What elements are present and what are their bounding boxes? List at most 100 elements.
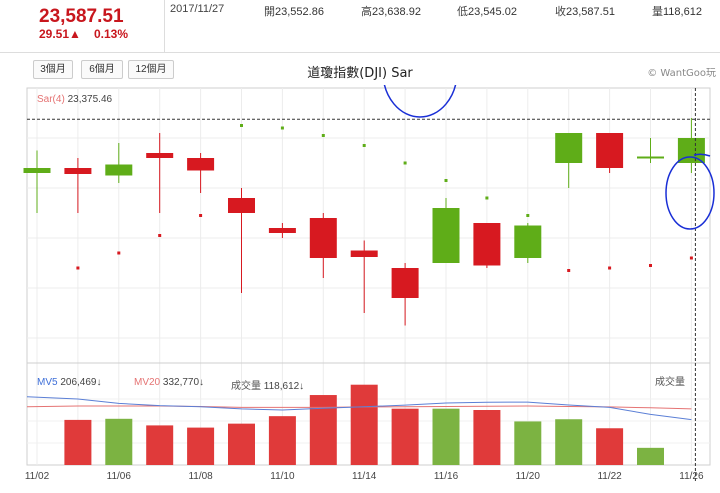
x-tick-label: 11/08 (188, 471, 213, 482)
low-value: 低23,545.02 (457, 6, 517, 18)
x-tick-label: 11/16 (434, 471, 459, 482)
sar-point (485, 196, 489, 200)
volume-bar (637, 447, 664, 465)
x-tick-label: 11/06 (107, 471, 132, 482)
candle-body (350, 250, 378, 257)
candle (309, 213, 337, 278)
sar-legend-label: Sar(4) (37, 94, 65, 105)
volume-bar (187, 427, 215, 465)
candle-body (146, 153, 174, 158)
sar-point (567, 269, 571, 272)
close-value: 收23,587.51 (555, 6, 615, 18)
candle-body (391, 268, 419, 298)
price-change: 29.51▲ (39, 27, 81, 41)
sar-point (76, 266, 80, 270)
volume-bar (146, 425, 174, 465)
candle-body (514, 225, 542, 258)
x-tick-label: 11/20 (516, 471, 541, 482)
volume-bar (309, 395, 337, 465)
volume-bar (228, 423, 255, 465)
period-3m-button[interactable]: 3個月 (33, 60, 73, 79)
candle (514, 223, 542, 263)
credit-label: © WantGoo玩 (647, 68, 716, 79)
price-chart: 11/02 11/06 11/08 11/10 11/14 11/16 11/20 11/22… (23, 85, 715, 482)
candle-body (473, 223, 501, 266)
volume-bar (105, 418, 133, 465)
sar-point (240, 124, 243, 127)
sar-legend: Sar(4) 23,375.46 (37, 94, 112, 105)
volume-legend: 成交量 118,612↓ (231, 377, 304, 392)
candle (473, 223, 501, 268)
candle-body (432, 208, 460, 263)
candle-body (268, 228, 296, 233)
candle-body (187, 158, 215, 171)
candle (391, 263, 419, 326)
candle (23, 150, 51, 213)
x-tick-label: 11/14 (352, 471, 377, 482)
header-divider (0, 52, 720, 53)
volume-value: 量118,612 (652, 6, 702, 18)
x-tick-label: 11/10 (270, 471, 295, 482)
sar-point (199, 214, 203, 217)
annotation-circle (665, 156, 715, 230)
volume-bar (268, 416, 296, 465)
candle-body (105, 164, 133, 176)
candle (268, 223, 296, 238)
candle-body (23, 168, 51, 173)
sar-point (403, 161, 407, 165)
sar-legend-value: 23,375.46 (67, 94, 113, 105)
quote-header: 23,587.51 29.51▲ 0.13% 2017/11/27 開23,55… (0, 0, 720, 52)
period-12m-button[interactable]: 12個月 (128, 60, 174, 79)
x-tick-label: 11/26 (679, 471, 704, 482)
sar-point (158, 234, 162, 237)
chart-toolbar: 3個月 6個月 12個月 道瓊指數(DJI) Sar © WantGoo玩 (0, 53, 720, 83)
mv20-legend-value: 332,770↓ (162, 377, 205, 388)
open-value: 開23,552.86 (264, 6, 324, 18)
mv5-legend-label: MV5 (37, 377, 58, 388)
x-tick-label: 11/02 (25, 471, 50, 482)
volume-bar (473, 410, 501, 465)
chart-title: 道瓊指數(DJI) Sar (307, 66, 413, 81)
candle (432, 198, 460, 263)
sar-point (362, 144, 366, 147)
candle-body (309, 218, 337, 258)
candle (555, 133, 583, 188)
candle-body (596, 133, 624, 168)
candle-body (64, 168, 92, 174)
volume-bar (391, 408, 419, 465)
sar-point (444, 179, 448, 182)
candle (146, 133, 174, 213)
volume-bar (350, 384, 378, 465)
candle (228, 188, 255, 293)
candle-body (555, 133, 583, 163)
mv5-legend: MV5 206,469↓ (37, 377, 102, 388)
sar-point (526, 214, 530, 217)
period-6m-button[interactable]: 6個月 (81, 60, 123, 79)
annotation-stroke (693, 153, 711, 157)
x-tick-label: 11/22 (597, 471, 622, 482)
candle (637, 138, 664, 163)
volume-bar (432, 408, 460, 465)
candle-body (637, 156, 664, 159)
sar-point (280, 126, 284, 130)
candle (105, 143, 133, 183)
volume-bar (64, 419, 92, 465)
mv20-legend: MV20 332,770↓ (134, 377, 204, 388)
volume-legend-value: 118,612↓ (263, 381, 305, 392)
sar-point (608, 266, 612, 270)
sar-point (117, 251, 121, 255)
volume-bar (555, 419, 583, 465)
last-price: 23,587.51 (39, 6, 124, 27)
price-change-pct: 0.13% (94, 27, 129, 41)
sar-point (689, 256, 693, 260)
annotation-circle (383, 85, 457, 118)
divider (164, 0, 165, 52)
volume-legend-label: 成交量 (231, 381, 261, 392)
mv5-legend-value: 206,469↓ (60, 377, 102, 388)
volume-bar (596, 428, 624, 465)
sar-point (321, 134, 325, 137)
high-value: 高23,638.92 (361, 6, 421, 18)
candle (64, 158, 92, 213)
candle (677, 118, 705, 173)
candle (187, 153, 215, 193)
